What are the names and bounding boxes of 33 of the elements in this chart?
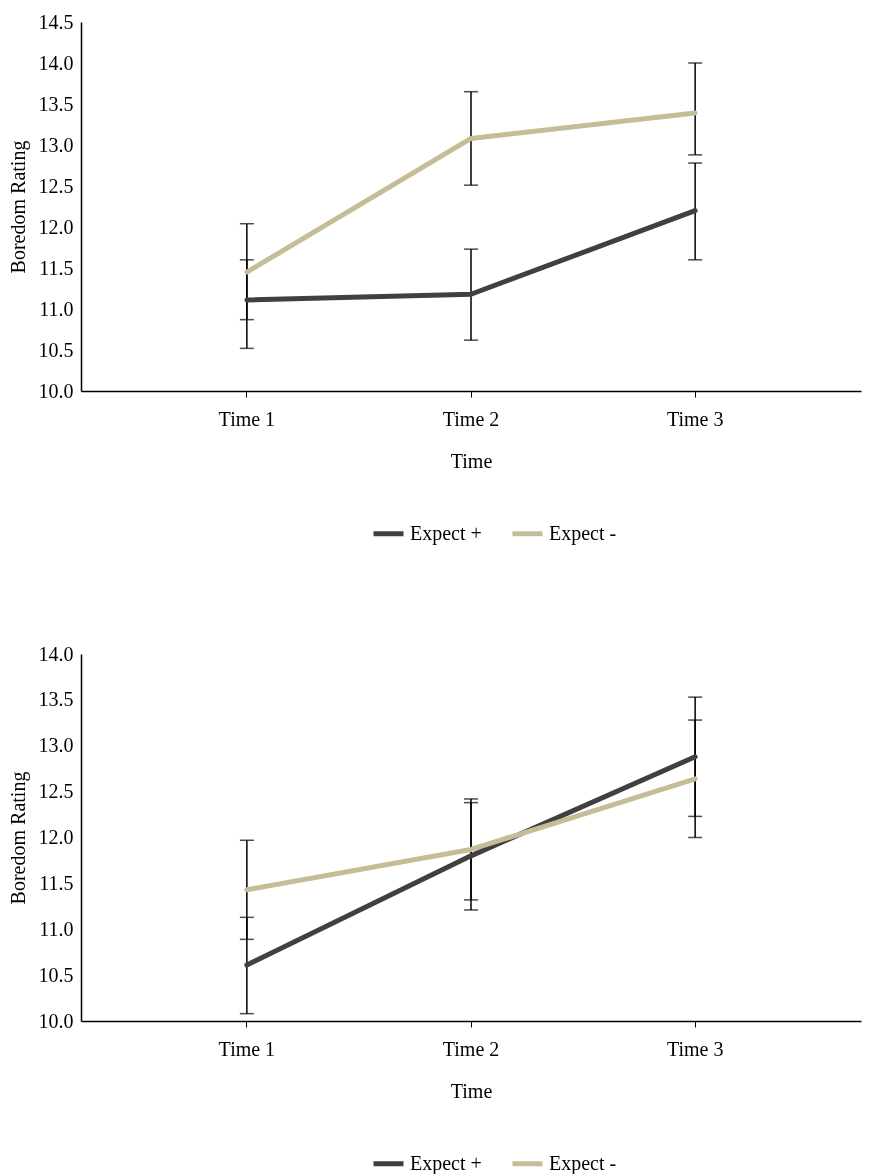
x-tick-label: Time 1	[218, 407, 276, 430]
y-tick-label: 13.0	[38, 133, 74, 156]
y-axis-title: Boredom Rating	[6, 140, 30, 274]
legend-label: Expect -	[549, 1151, 617, 1174]
x-tick-label: Time 2	[442, 407, 500, 430]
x-tick-label: Time 2	[442, 1037, 500, 1060]
x-tick-label: Time 1	[218, 1037, 276, 1060]
y-tick-label: 14.0	[38, 642, 74, 665]
x-tick-label: Time 3	[666, 407, 724, 430]
y-tick-label: 11.5	[39, 256, 74, 279]
y-tick-label: 11.0	[39, 297, 74, 320]
y-tick-label: 12.0	[38, 215, 74, 238]
y-tick-label: 13.5	[38, 688, 74, 711]
y-tick-label: 10.5	[38, 338, 74, 361]
x-axis-title: Time	[450, 449, 493, 472]
y-tick-label: 12.5	[38, 174, 74, 197]
y-tick-label: 10.0	[38, 379, 74, 402]
y-tick-label: 13.5	[38, 92, 74, 115]
y-axis-title: Boredom Rating	[6, 771, 30, 905]
y-tick-label: 12.5	[38, 780, 74, 803]
y-tick-label: 14.0	[38, 51, 74, 74]
y-tick-label: 14.5	[38, 10, 74, 33]
y-tick-label: 10.5	[38, 963, 74, 986]
y-tick-label: 11.0	[39, 917, 74, 940]
y-tick-label: 13.0	[38, 734, 74, 757]
legend-label: Expect +	[410, 521, 482, 545]
y-tick-label: 11.5	[39, 871, 74, 894]
x-tick-label: Time 3	[666, 1037, 724, 1060]
y-tick-label: 10.0	[38, 1009, 74, 1032]
legend-label: Expect +	[410, 1151, 482, 1174]
x-axis-title: Time	[450, 1079, 493, 1102]
y-tick-label: 12.0	[38, 826, 74, 848]
legend-label: Expect -	[549, 521, 617, 545]
